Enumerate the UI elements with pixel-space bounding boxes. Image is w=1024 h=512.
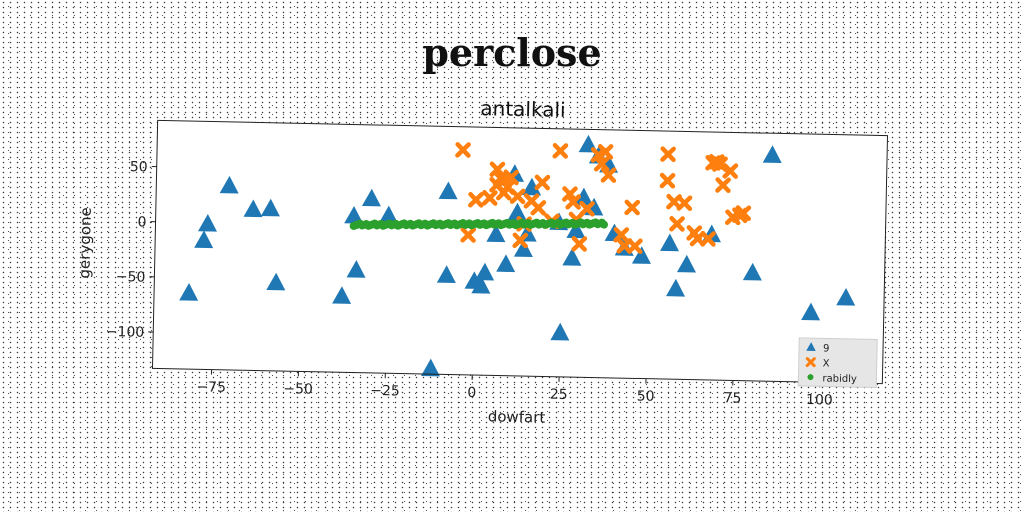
legend-label-rabidly: rabidly [822,373,857,385]
data-point-X-33 [659,172,676,189]
data-point-9-29 [574,187,594,206]
data-point-9-9 [346,260,366,278]
data-point-9-24 [522,177,542,196]
data-point-X-1 [460,227,477,243]
y-tick-label-0: −100 [106,324,145,341]
legend-marker-9 [806,342,816,351]
data-point-X-42 [712,156,728,172]
legend-label-9: 9 [823,343,830,354]
data-point-X-16 [534,174,551,191]
data-point-X-22 [571,236,588,252]
data-point-9-5 [260,198,280,217]
data-point-9-14 [436,265,456,283]
data-point-X-27 [600,167,617,183]
data-point-X-28 [613,226,630,243]
legend-marker-X [805,357,816,368]
legend-label-X: X [823,358,830,369]
data-point-9-4 [243,199,263,218]
data-point-9-2 [194,230,214,249]
data-point-9-17 [475,262,495,281]
data-point-X-36 [676,195,693,211]
data-point-9-7 [332,286,352,304]
data-point-X-3 [481,190,498,206]
data-point-9-28 [566,220,586,239]
legend-box [797,337,878,389]
data-point-X-0 [455,142,471,158]
data-point-9-42 [762,145,782,164]
figure-suptitle: perclose [422,30,602,75]
data-point-9-43 [801,302,821,321]
x-tick-label-1: −50 [283,381,313,398]
data-point-9-37 [660,233,680,252]
data-point-9-1 [198,213,218,232]
data-point-X-30 [624,199,641,216]
data-point-9-26 [550,322,570,341]
data-point-9-6 [266,272,286,291]
data-point-9-16 [471,275,491,294]
data-point-9-27 [562,248,582,266]
chart-title: antalkali [480,96,566,122]
data-point-9-3 [219,175,239,194]
data-point-X-23 [579,200,595,217]
data-point-9-44 [836,287,856,306]
data-point-9-12 [420,358,440,377]
x-tick-label-0: −75 [196,379,226,396]
y-tick-label-1: −50 [116,269,146,286]
y-axis-label: gerygone [75,207,94,279]
data-point-X-47 [735,205,752,221]
data-point-9-21 [507,202,527,221]
data-point-X-11 [509,188,526,205]
data-point-9-36 [631,246,651,264]
legend-marker-rabidly [807,374,814,381]
data-point-rabidly-119 [600,220,609,229]
data-point-9-41 [742,262,762,281]
data-point-X-10 [503,169,519,186]
data-point-X-39 [700,230,716,247]
data-point-9-0 [179,283,199,301]
data-marks [179,134,856,377]
data-point-9-11 [378,205,398,224]
axes: −75 −50 −25 0 25 50 75 100 −100 −50 0 50 dowfart gery… [75,96,889,427]
x-tick-label-2: −25 [370,383,400,400]
x-axis-label: dowfart [488,407,546,426]
x-tick-label-5: 50 [637,388,655,404]
data-point-X-43 [715,177,731,194]
x-tick-label-4: 25 [550,387,568,403]
x-tick-label-6: 75 [723,390,741,406]
data-point-X-25 [593,155,610,172]
data-point-X-12 [512,232,529,249]
data-point-9-18 [486,224,506,243]
data-point-9-13 [438,181,458,200]
y-tick-label-3: 50 [130,159,148,175]
data-point-X-2 [468,191,484,208]
x-tick-label-3: 0 [467,385,476,401]
data-point-9-10 [361,188,381,207]
data-point-9-19 [496,254,516,273]
x-tick-label-7: 100 [806,392,833,409]
data-point-9-8 [344,205,364,224]
data-point-X-26 [597,143,614,160]
data-point-X-20 [565,193,582,210]
data-point-X-44 [722,163,739,179]
data-point-X-18 [552,143,569,159]
data-point-9-39 [676,254,696,273]
data-point-X-31 [626,238,643,255]
data-point-X-15 [530,199,547,216]
data-point-X-35 [669,216,685,232]
data-point-9-22 [513,239,533,258]
data-point-9-38 [666,278,686,297]
y-tick-label-2: 0 [137,214,146,230]
plot-frame [151,119,889,385]
data-point-X-32 [660,146,676,163]
